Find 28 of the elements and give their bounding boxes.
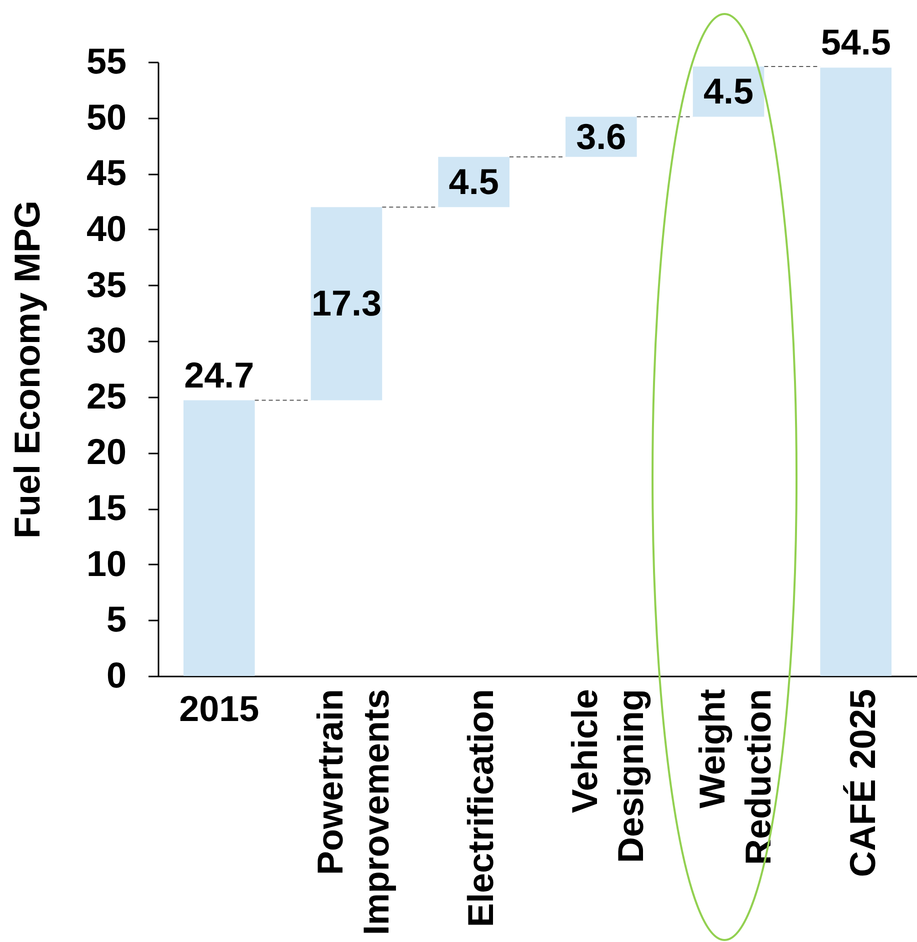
x-tick-label: 2015 bbox=[179, 688, 260, 729]
y-tick-label: 40 bbox=[86, 208, 126, 249]
y-tick-label: 0 bbox=[106, 654, 126, 696]
x-tick-label: Vehicle Designing bbox=[564, 689, 652, 864]
data-label: 17.3 bbox=[311, 282, 382, 324]
x-tick-label: CAFÉ 2025 bbox=[842, 689, 883, 878]
y-tick-label: 15 bbox=[86, 487, 126, 528]
data-label: 54.5 bbox=[820, 22, 891, 63]
bar bbox=[820, 68, 892, 676]
data-label: 3.6 bbox=[576, 116, 626, 157]
y-tick-label: 25 bbox=[86, 375, 126, 416]
bar bbox=[310, 207, 382, 400]
y-axis-title: Fuel Economy MPG bbox=[6, 200, 48, 539]
y-tick-label: 50 bbox=[86, 96, 126, 138]
y-tick-label: 5 bbox=[106, 598, 126, 640]
data-label: 4.5 bbox=[704, 70, 754, 112]
y-tick-label: 20 bbox=[86, 431, 126, 472]
bar bbox=[183, 400, 255, 676]
y-tick-label: 35 bbox=[86, 264, 126, 305]
y-tick-label: 55 bbox=[86, 40, 126, 82]
data-label: 4.5 bbox=[448, 161, 499, 202]
y-tick-label: 30 bbox=[86, 320, 126, 361]
data-label: 24.7 bbox=[184, 354, 254, 396]
y-tick-label: 45 bbox=[86, 152, 126, 194]
x-tick-label: Weight Reduction bbox=[692, 688, 779, 865]
x-tick-label: Electrification bbox=[460, 689, 501, 928]
x-tick-label: Powertrain Improvements bbox=[309, 689, 396, 936]
y-tick-label: 10 bbox=[86, 542, 126, 584]
